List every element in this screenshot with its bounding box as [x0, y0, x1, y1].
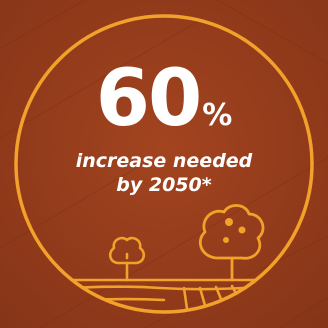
- large-tree-icon: [198, 204, 265, 282]
- stat-caption-line-1: increase needed: [75, 150, 253, 172]
- stat-caption-line-2: by 2050*: [116, 174, 212, 196]
- stat-unit: %: [202, 98, 233, 133]
- small-tree-icon: [108, 236, 146, 282]
- stat-number: 60: [95, 54, 203, 144]
- stat-value: 60%: [0, 60, 328, 138]
